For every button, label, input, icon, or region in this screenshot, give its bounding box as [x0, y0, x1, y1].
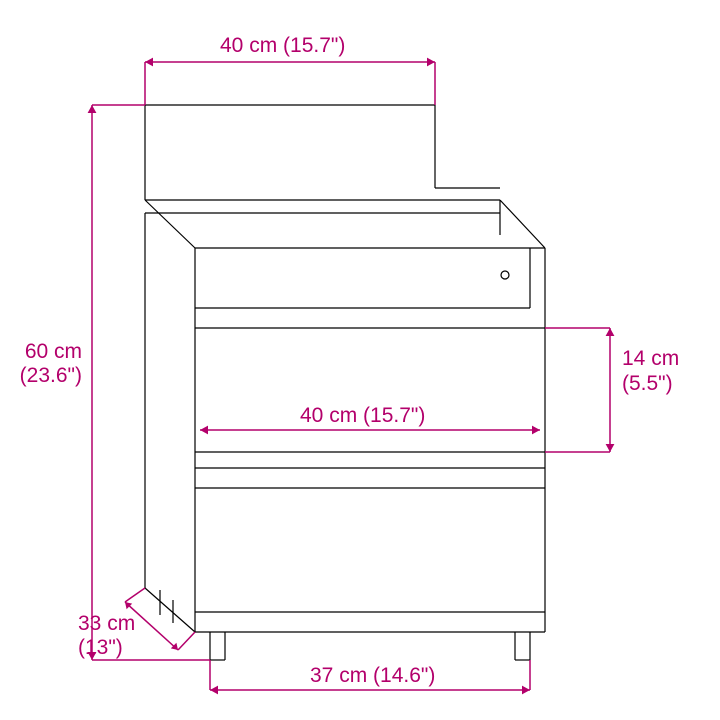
dim-drawer-width: 40 cm (15.7")	[300, 404, 425, 427]
furniture-drawing	[145, 105, 545, 660]
dimensions	[92, 62, 610, 690]
dim-drawer-height-2: (5.5")	[622, 372, 673, 395]
dim-depth-1: 33 cm	[78, 612, 135, 635]
dim-depth-2: (13")	[78, 636, 123, 659]
dim-base-width: 37 cm (14.6")	[310, 664, 435, 687]
dim-top-width: 40 cm (15.7")	[220, 34, 345, 57]
dim-left-height-2: (23.6")	[20, 364, 82, 387]
dim-left-height-1: 60 cm	[25, 340, 82, 363]
dim-drawer-height-1: 14 cm	[622, 347, 679, 370]
